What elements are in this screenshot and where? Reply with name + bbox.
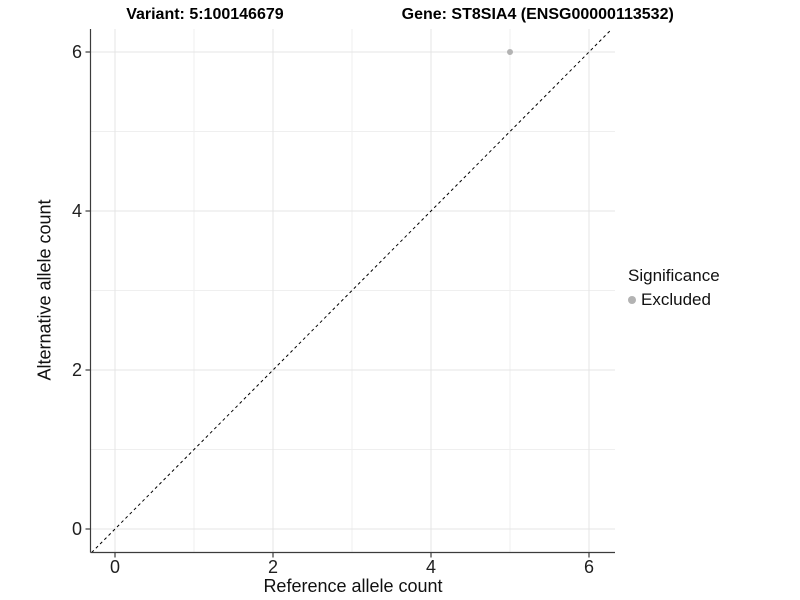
x-tick-label-4: 4	[425, 557, 437, 577]
y-tick-label-6: 6	[71, 42, 82, 62]
plot-title: Variant: 5:100146679 Gene: ST8SIA4 (ENSG…	[0, 6, 800, 24]
title-variant: Variant: 5:100146679	[126, 6, 284, 23]
x-tick-label-2: 2	[267, 557, 279, 577]
y-tick-label-2: 2	[71, 360, 82, 380]
y-tick-label-0: 0	[71, 519, 82, 539]
x-axis-title: Reference allele count	[263, 576, 443, 596]
y-axis-title: Alternative allele count	[34, 199, 55, 381]
data-point	[507, 49, 513, 55]
legend-item-label: Excluded	[641, 290, 711, 309]
x-tick-label-6: 6	[583, 557, 595, 577]
legend-dot-icon	[628, 295, 636, 304]
legend-title: Significance	[628, 266, 720, 285]
x-tick-label-0: 0	[109, 557, 121, 577]
legend-item-excluded: Excluded	[628, 289, 720, 310]
legend: Significance Excluded	[628, 265, 720, 310]
y-tick-label-4: 4	[71, 201, 82, 221]
title-gene: Gene: ST8SIA4 (ENSG00000113532)	[401, 6, 674, 23]
